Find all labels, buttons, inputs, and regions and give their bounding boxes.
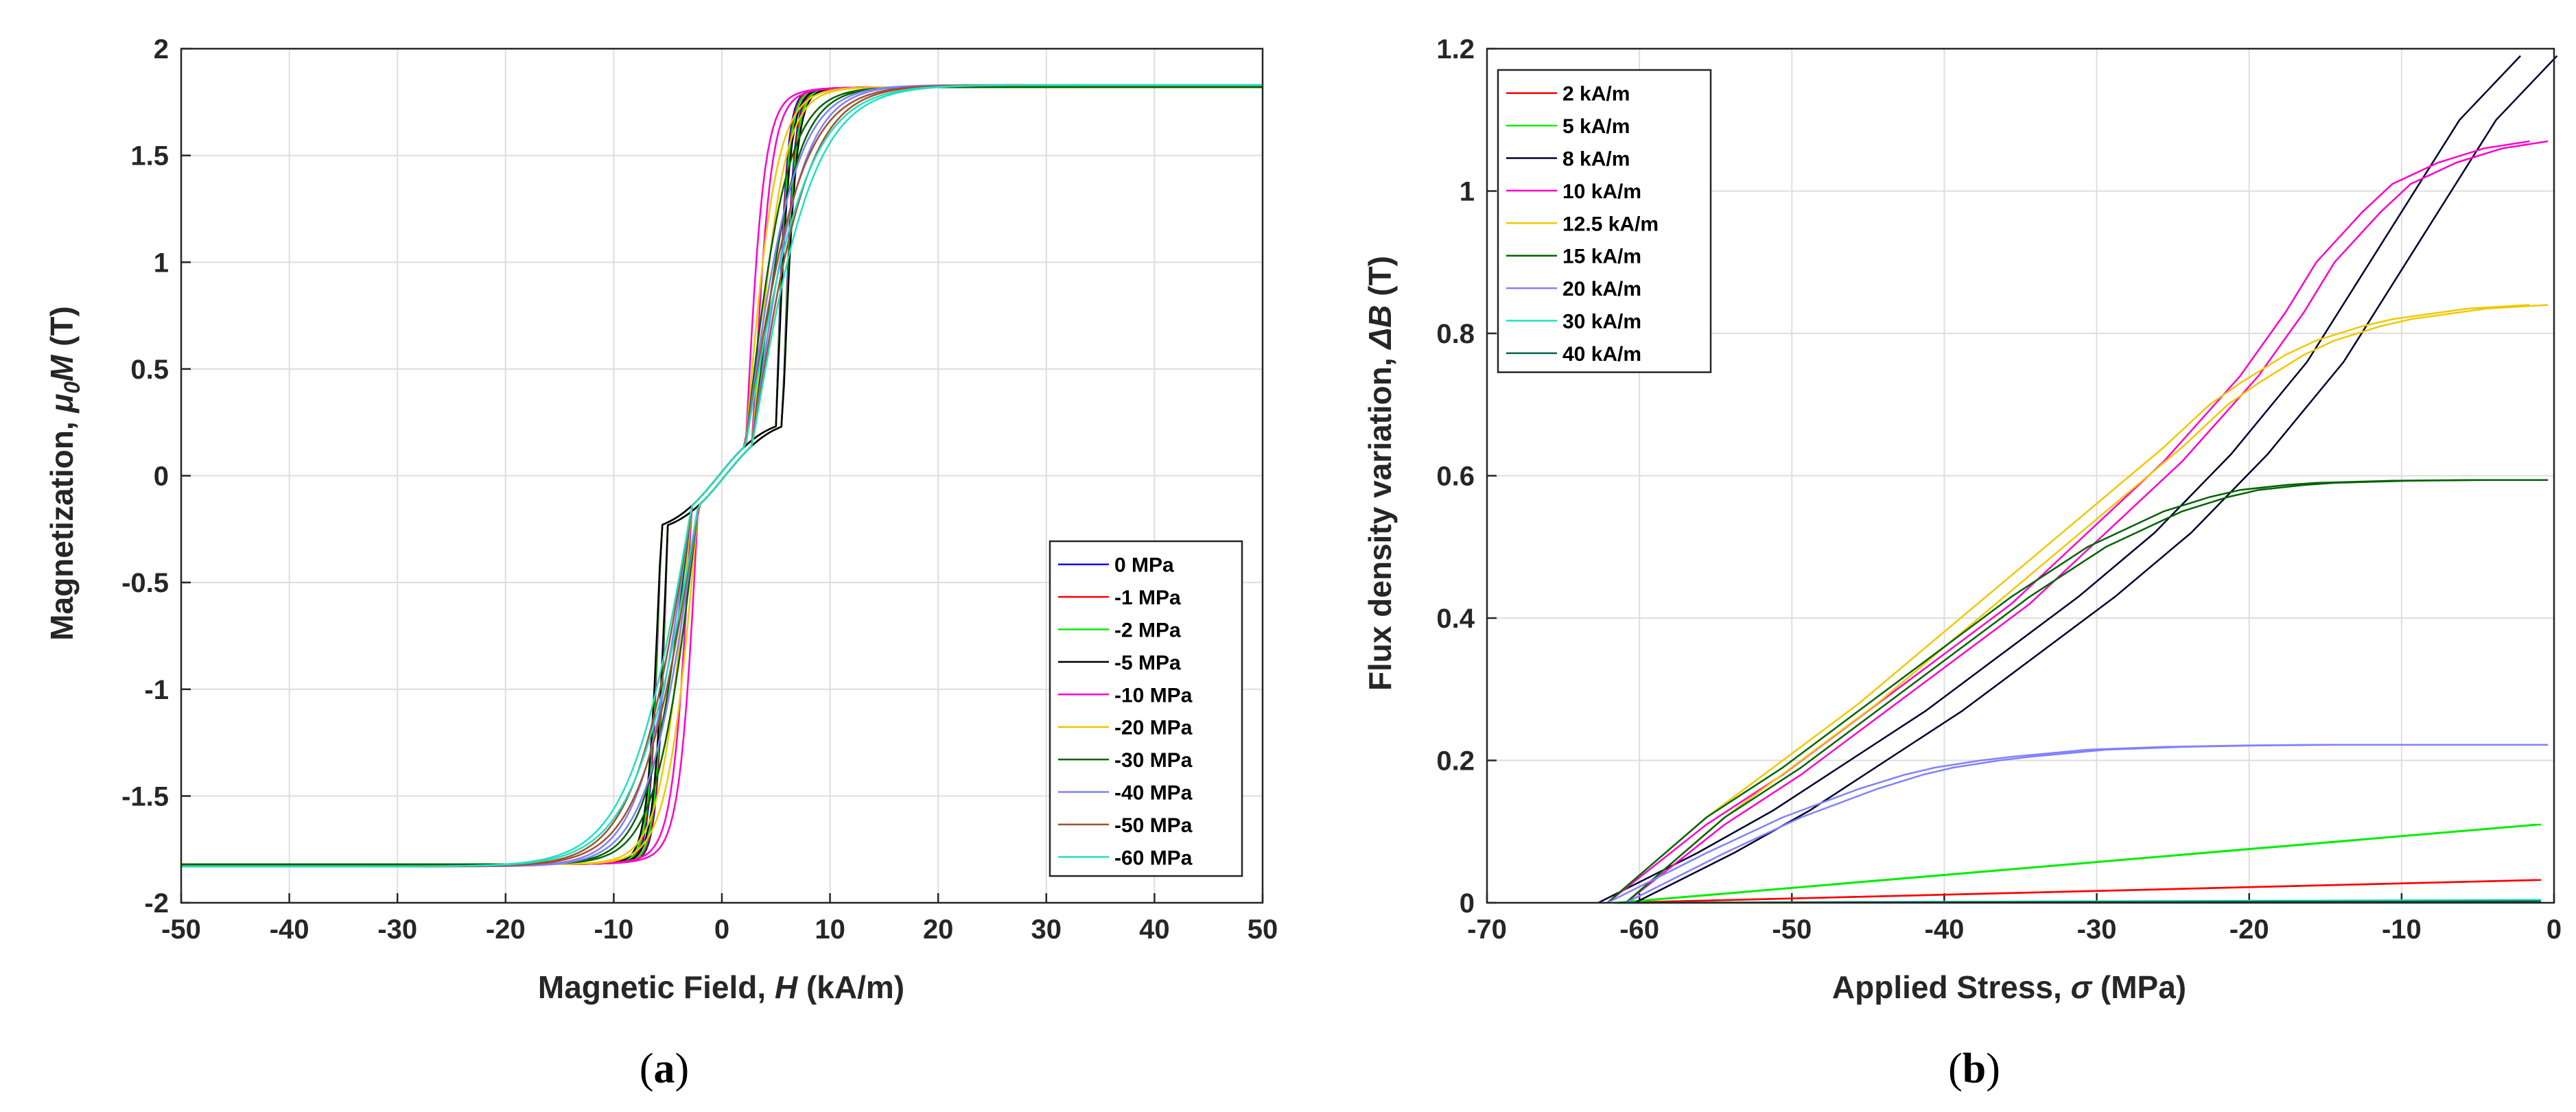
ticks-a: -50 -40 -30 -20 -10 0 10 20 30 40 50 -2 -1.5 -1 -0.5 0 0… (121, 34, 1278, 945)
legend-entry: -2 MPa (1114, 619, 1181, 642)
y-tick-label: -1 (144, 675, 169, 705)
x-tick-label: -30 (2077, 914, 2117, 945)
x-tick-label: 0 (2546, 914, 2562, 945)
x-axis-label-b: Applied Stress, σ (MPa) (1832, 969, 2186, 1005)
series-line-20-kA-m (1606, 744, 2530, 904)
legend-entry: -40 MPa (1114, 782, 1193, 805)
x-tick-label: -20 (2229, 914, 2269, 945)
series-line-8-kA-m (1634, 55, 2558, 904)
x-tick-label: -20 (486, 914, 526, 945)
y-tick-label: 0 (154, 462, 169, 492)
series-b (1597, 55, 2558, 904)
caption-a: (a) (640, 1045, 689, 1092)
series-line-2-kA-m (1619, 879, 2542, 904)
x-tick-label: -70 (1467, 914, 1507, 945)
legend-entry: 2 kA/m (1562, 83, 1630, 106)
y-tick-label: 0.8 (1436, 319, 1475, 349)
x-tick-label: -50 (161, 914, 201, 945)
plot-frame-b (1486, 47, 2555, 904)
legend-entry: -1 MPa (1114, 587, 1181, 609)
chart-a-svg: -50 -40 -30 -20 -10 0 10 20 30 40 50 -2 -1.5 -1 -0.5 0 0… (44, 34, 1278, 1092)
legend-entry: 0 MPa (1114, 554, 1174, 577)
legend-entry: 40 kA/m (1562, 343, 1641, 366)
legend-entry: 30 kA/m (1562, 311, 1641, 333)
legend-a: 0 MPa -1 MPa -2 MPa -5 MPa -10 MPa -20 MPa -30… (1049, 540, 1243, 877)
x-tick-label: -10 (594, 914, 633, 945)
x-axis-label-a: Magnetic Field, H (kA/m) (538, 969, 904, 1005)
y-tick-label: -1.5 (121, 781, 169, 812)
y-axis-label-b: Flux density variation, ΔB (T) (1362, 256, 1398, 691)
series-line-5-kA-m (1619, 823, 2542, 904)
y-tick-label: 0.2 (1436, 746, 1475, 777)
x-tick-label: 30 (1031, 914, 1062, 945)
x-tick-label: 20 (923, 914, 954, 945)
x-tick-label: 50 (1248, 914, 1278, 945)
legend-entry: 20 kA/m (1562, 278, 1641, 300)
series-line--60-MPa (181, 84, 1263, 868)
legend-entry: 8 kA/m (1562, 148, 1630, 171)
ticks-b: -70 -60 -50 -40 -30 -20 -10 0 0 0.2 0.4 0.6 0.8 1 1.2 (1436, 34, 2562, 945)
x-tick-label: -60 (1619, 914, 1659, 945)
legend-entry: -5 MPa (1114, 652, 1181, 674)
series-line-8-kA-m (1597, 55, 2522, 904)
x-tick-label: -50 (1772, 914, 1812, 945)
x-tick-label: -10 (2382, 914, 2422, 945)
x-tick-label: -40 (1925, 914, 1965, 945)
series-line-12.5-kA-m (1625, 304, 2549, 903)
y-tick-label: 0.4 (1436, 604, 1475, 634)
series-a (181, 84, 1263, 868)
x-tick-label: 0 (714, 914, 729, 945)
series-line-10-kA-m (1625, 140, 2549, 903)
y-tick-label: -0.5 (121, 568, 169, 598)
x-tick-label: -30 (377, 914, 417, 945)
y-tick-label: 0.6 (1436, 462, 1475, 492)
legend-entry: -20 MPa (1114, 717, 1193, 740)
chart-panel-a: -50 -40 -30 -20 -10 0 10 20 30 40 50 -2 -1.5 -1 -0.5 0 0… (44, 34, 1278, 1092)
x-tick-label: 40 (1139, 914, 1170, 945)
plot-frame-a (180, 47, 1264, 904)
legend-entry: 12.5 kA/m (1562, 213, 1659, 235)
y-tick-label: 1 (154, 248, 169, 278)
series-line-20-kA-m (1625, 744, 2549, 904)
legend-entry: 15 kA/m (1562, 246, 1641, 268)
y-tick-label: 1.5 (130, 141, 169, 171)
y-tick-label: 0 (1460, 888, 1475, 919)
y-tick-label: 0.5 (130, 355, 169, 385)
y-tick-label: 2 (154, 34, 169, 64)
y-tick-label: -2 (144, 888, 169, 919)
y-axis-label-a: Magnetization, μ0M (T) (44, 306, 84, 641)
series-line-15-kA-m (1625, 479, 2549, 903)
legend-entry: -10 MPa (1114, 684, 1193, 707)
legend-box (1497, 69, 1712, 373)
chart-panel-b: -70 -60 -50 -40 -30 -20 -10 0 0 0.2 0.4 0.6 0.8 1 1.2 … (1288, 0, 2576, 1112)
legend-entry: 10 kA/m (1562, 180, 1641, 203)
legend-entry: -60 MPa (1114, 847, 1193, 869)
legend-entry: 5 kA/m (1562, 115, 1630, 138)
legend-entry: -50 MPa (1114, 814, 1193, 837)
x-tick-label: 10 (815, 914, 845, 945)
series-line-12.5-kA-m (1606, 304, 2530, 903)
legend-entry: -30 MPa (1114, 749, 1193, 772)
y-tick-label: 1 (1460, 177, 1475, 207)
legend-b: 2 kA/m 5 kA/m 8 kA/m 10 kA/m 12.5 kA/m 15 kA/… (1497, 69, 1712, 373)
y-tick-label: 1.2 (1436, 34, 1475, 64)
x-tick-label: -40 (270, 914, 309, 945)
chart-b-svg: -70 -60 -50 -40 -30 -20 -10 000.20.40.60.811.2 … (1362, 34, 2562, 1092)
caption-b: (b) (1948, 1045, 2000, 1092)
